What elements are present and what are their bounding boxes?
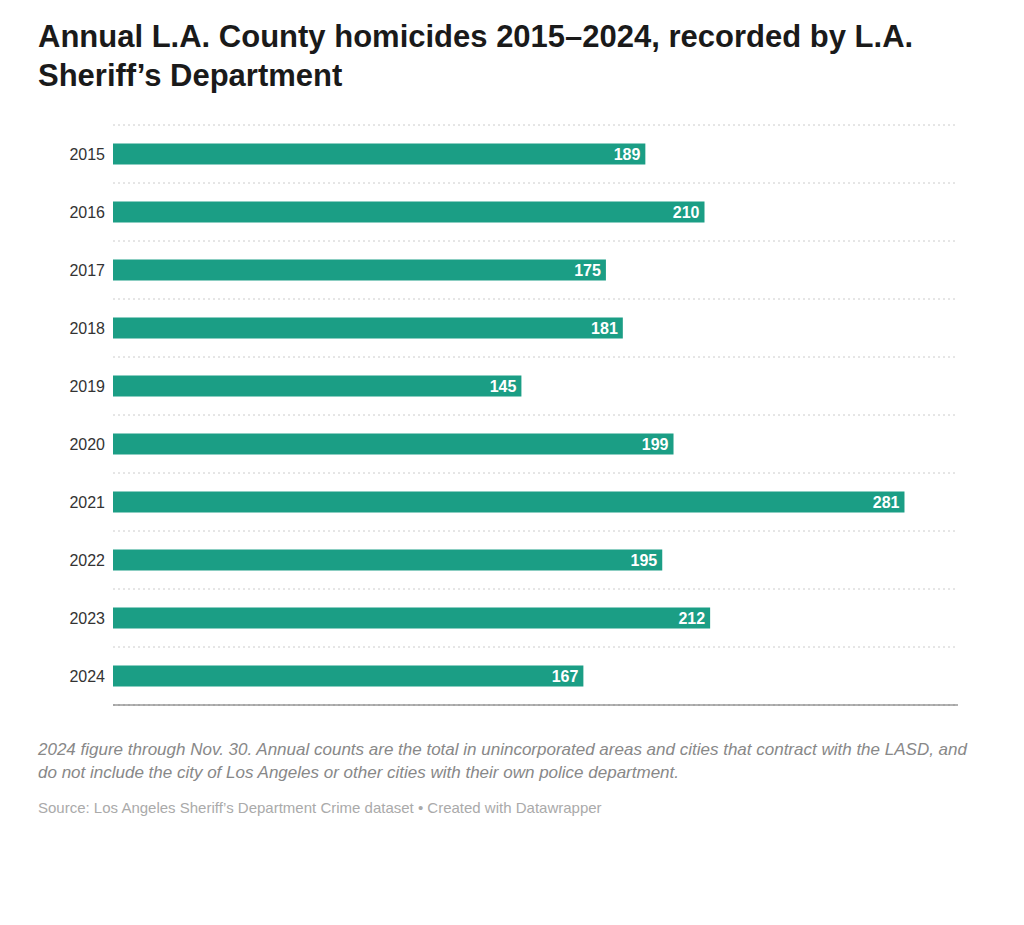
svg-text:199: 199 <box>642 435 669 452</box>
svg-text:145: 145 <box>490 377 517 394</box>
svg-text:181: 181 <box>591 319 618 336</box>
svg-text:2018: 2018 <box>69 319 105 336</box>
svg-text:167: 167 <box>552 667 579 684</box>
svg-text:2020: 2020 <box>69 435 105 452</box>
svg-text:195: 195 <box>631 551 658 568</box>
svg-text:2024: 2024 <box>69 667 105 684</box>
svg-text:210: 210 <box>673 203 700 220</box>
html-text:Source: Los Angeles Sheriff’s: Source: Los Angeles Sheriff’s Department… <box>38 799 602 817</box>
svg-text:175: 175 <box>574 261 601 278</box>
svg-text:2017: 2017 <box>69 261 105 278</box>
svg-text:2021: 2021 <box>69 493 105 510</box>
svg-text:2019: 2019 <box>69 377 105 394</box>
svg-text:189: 189 <box>614 145 641 162</box>
svg-text:2015: 2015 <box>69 145 105 162</box>
svg-text:281: 281 <box>873 493 900 510</box>
svg-text:2023: 2023 <box>69 609 105 626</box>
html-text:2024 figure through Nov. 30. A: 2024 figure through Nov. 30. Annual coun… <box>38 739 967 783</box>
svg-text:212: 212 <box>678 609 705 626</box>
svg-text:2016: 2016 <box>69 203 105 220</box>
html-text:Annual L.A. County homicides 2: Annual L.A. County homicides 2015–2024, … <box>38 19 914 93</box>
svg-text:2022: 2022 <box>69 551 105 568</box>
